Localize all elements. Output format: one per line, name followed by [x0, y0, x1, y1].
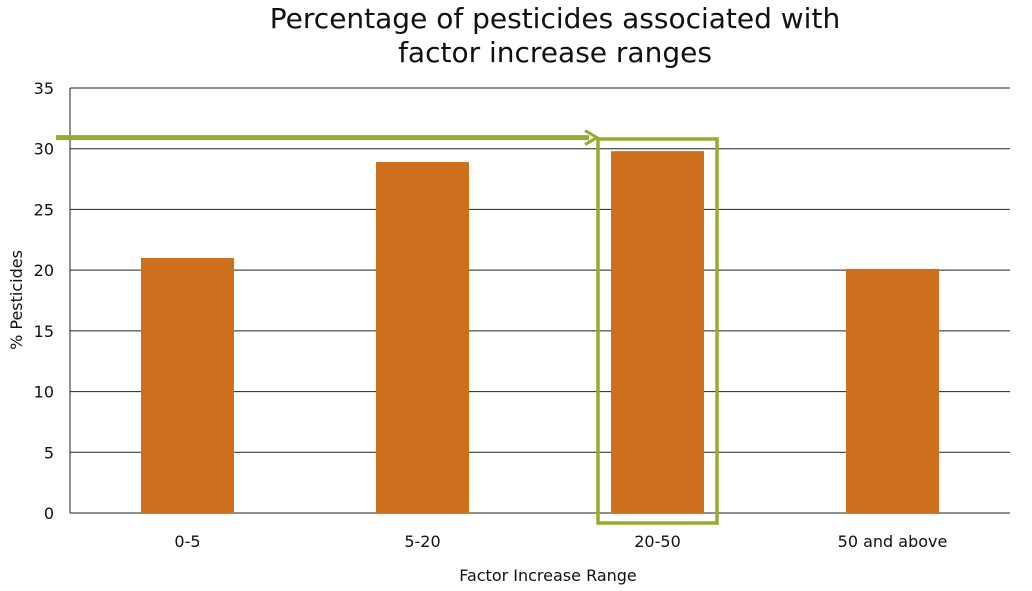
bar-5-20 [376, 162, 469, 514]
y-tick-label: 0 [44, 504, 54, 523]
bars [141, 151, 939, 514]
bar-50-and-above [846, 268, 939, 513]
y-tick-label: 30 [34, 140, 54, 159]
x-tick-label: 0-5 [174, 532, 200, 551]
arrow-head [584, 129, 600, 146]
y-tick-label: 20 [34, 261, 54, 280]
x-tick-labels: 0-5 5-20 20-50 50 and above [174, 532, 947, 551]
y-tick-label: 35 [34, 79, 54, 98]
highlight-box [596, 137, 719, 525]
y-tick-label: 10 [34, 383, 54, 402]
x-axis-label: Factor Increase Range [459, 566, 637, 585]
x-tick-label: 50 and above [838, 532, 948, 551]
x-tick-label: 5-20 [404, 532, 440, 551]
x-tick-label: 20-50 [634, 532, 681, 551]
y-tick-labels: 0 5 10 15 20 25 30 35 [34, 79, 54, 523]
chart-title-line-2: factor increase ranges [398, 36, 712, 69]
bar-20-50 [611, 151, 704, 513]
bar-0-5 [141, 258, 234, 513]
annotations [56, 129, 719, 525]
chart-title-line-1: Percentage of pesticides associated with [269, 2, 841, 35]
y-tick-label: 25 [34, 200, 54, 219]
y-tick-label: 5 [44, 443, 54, 462]
y-axis-label: % Pesticides [7, 250, 26, 350]
y-tick-label: 15 [34, 322, 54, 341]
